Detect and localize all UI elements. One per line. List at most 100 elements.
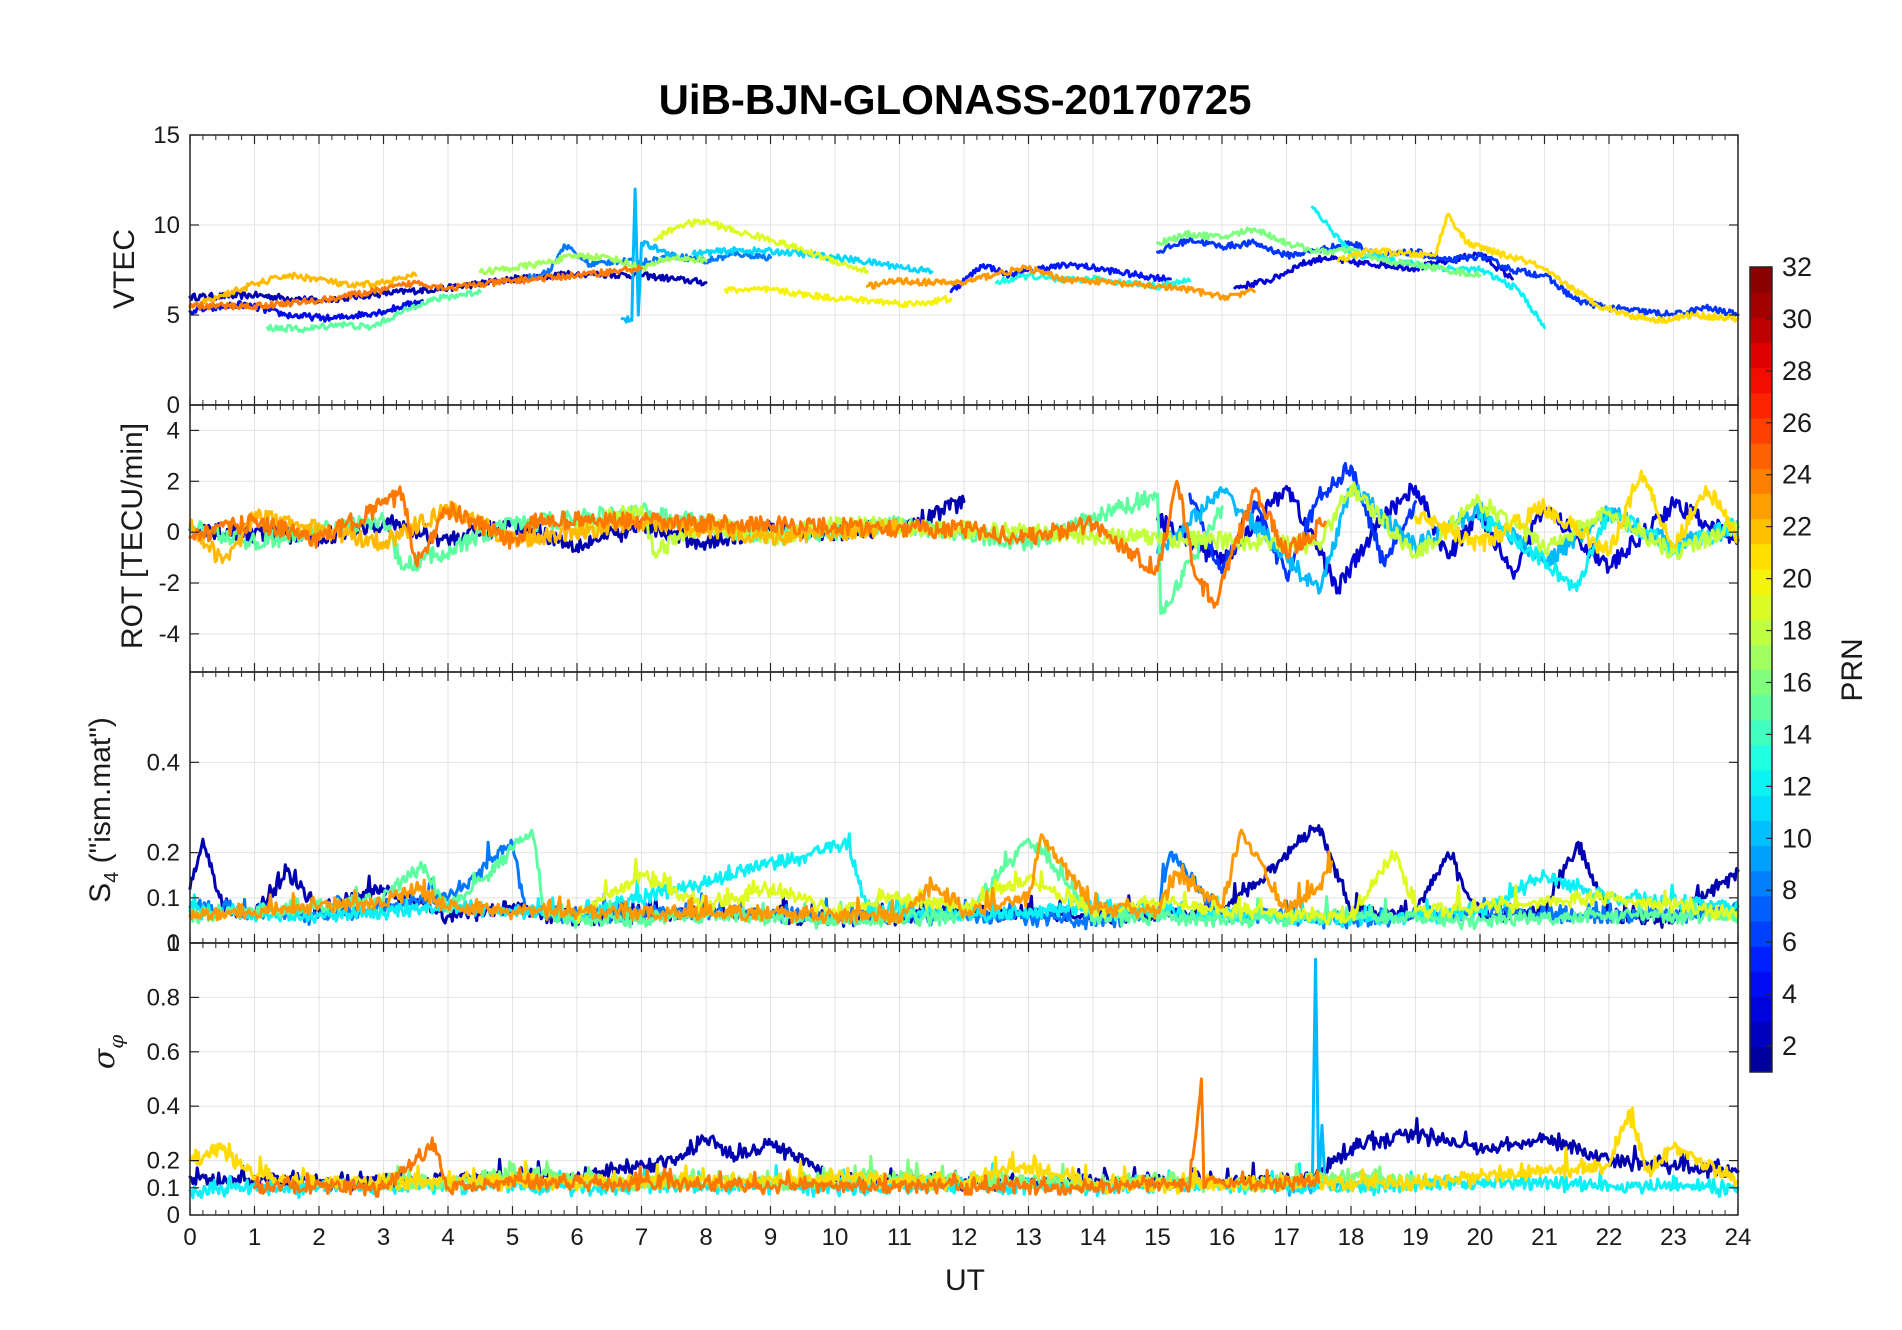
colorbar-cell <box>1750 770 1772 796</box>
colorbar-tick-label: 6 <box>1782 927 1797 957</box>
colorbar-label: PRN <box>1836 638 1869 701</box>
xtick-label: 6 <box>570 1224 583 1251</box>
series-group-rot <box>188 462 1740 615</box>
colorbar-cell <box>1750 845 1772 872</box>
colorbar-cell <box>1750 417 1772 444</box>
colorbar-cell <box>1750 518 1772 545</box>
xtick-label: 17 <box>1273 1224 1300 1251</box>
series-line-vtec-prn-4 <box>188 299 424 323</box>
colorbar-frame <box>1749 266 1773 1073</box>
colorbar-cell <box>1750 694 1772 721</box>
colorbar-cell <box>1750 392 1772 419</box>
colorbar-cell <box>1750 946 1772 972</box>
series-line-vtec-prn-19 <box>652 218 869 275</box>
xtick-label: 8 <box>699 1224 712 1251</box>
colorbar-cell <box>1750 795 1772 821</box>
xtick-label: 18 <box>1338 1224 1365 1251</box>
colorbar-cell <box>1750 719 1772 746</box>
ylabel-s4: S4 ("ism.mat") <box>84 717 123 903</box>
ylabel-s4-main: S <box>84 883 117 903</box>
chart-title: UiB-BJN-GLONASS-20170725 <box>659 76 1252 123</box>
colorbar-cell <box>1750 443 1772 469</box>
series-line-vtec-prn-15 <box>265 288 482 334</box>
ytick-label-rot: -2 <box>159 570 180 597</box>
xtick-label: 2 <box>312 1224 325 1251</box>
xtick-label: 23 <box>1660 1224 1687 1251</box>
ylabel-rot: ROT [TECU/min] <box>116 423 149 649</box>
colorbar-cell <box>1750 468 1772 494</box>
series-line-vtec-prn-5 <box>949 261 1172 294</box>
colorbar-cell <box>1750 870 1772 897</box>
series-line-vtec-prn-6 <box>1156 235 1740 320</box>
colorbar-cell <box>1750 317 1772 343</box>
colorbar-cell <box>1750 820 1772 847</box>
xtick-label: 16 <box>1209 1224 1236 1251</box>
colorbar-tick-label: 26 <box>1782 408 1812 438</box>
colorbar-cell <box>1750 895 1772 922</box>
colorbar-tick-label: 14 <box>1782 719 1812 749</box>
ytick-label-sigma: 0.2 <box>147 1148 180 1175</box>
series-line-vtec-prn-22 <box>188 271 418 310</box>
colorbar-cell <box>1750 367 1772 394</box>
ylabel-s4-sub: 4 <box>101 872 123 883</box>
xtick-label: 3 <box>377 1224 390 1251</box>
colorbar-tick-label: 32 <box>1782 252 1812 282</box>
series-line-rot-prn-24 <box>188 479 1327 609</box>
xtick-label: 21 <box>1531 1224 1558 1251</box>
colorbar-cell <box>1750 342 1772 369</box>
series-group-sigma <box>188 957 1740 1200</box>
ytick-label-rot: 0 <box>167 519 180 546</box>
colorbar-tick-label: 16 <box>1782 667 1812 697</box>
xtick-label: 19 <box>1402 1224 1429 1251</box>
xtick-label: 10 <box>822 1224 849 1251</box>
series-line-vtec-prn-16 <box>1156 226 1482 278</box>
colorbar-tick-label: 30 <box>1782 304 1812 334</box>
xtick-label: 1 <box>248 1224 261 1251</box>
ticks-sigma: 00.10.20.40.60.81 <box>147 930 1739 1229</box>
colorbar-cell <box>1750 1046 1772 1073</box>
series-line-rot-prn-22 <box>188 500 901 565</box>
ytick-label-rot: 2 <box>167 468 180 495</box>
colorbar-tick-label: 12 <box>1782 771 1812 801</box>
series-line-s4-prn-23 <box>188 828 1334 926</box>
x-axis-label: UT <box>945 1264 985 1297</box>
colorbar-cell <box>1750 1021 1772 1048</box>
ytick-label-s4: 0 <box>167 930 180 957</box>
colorbar-cell <box>1750 267 1772 293</box>
colorbar-cell <box>1750 594 1772 620</box>
ylabel-sigma-main: σ <box>87 1047 122 1069</box>
colorbar-tick-label: 22 <box>1782 512 1812 542</box>
colorbar-cell <box>1750 543 1772 570</box>
colorbar-cell <box>1750 921 1772 947</box>
ytick-label-sigma: 0.6 <box>147 1039 180 1066</box>
ticks-rot: -4 -2 0 2 4 <box>159 405 1739 672</box>
colorbar-cell <box>1750 568 1772 595</box>
ytick-label-sigma: 0.4 <box>147 1093 180 1120</box>
ytick-label-s4: 0.4 <box>147 749 180 776</box>
xtick-label: 5 <box>506 1224 519 1251</box>
colorbar-tick-label: 20 <box>1782 564 1812 594</box>
xtick-label: 20 <box>1467 1224 1494 1251</box>
xtick-label: 4 <box>441 1224 454 1251</box>
xtick-label: 13 <box>1015 1224 1042 1251</box>
ylabel-sigma-sub: φ <box>104 1035 128 1049</box>
series-group-s4 <box>188 824 1740 931</box>
series-line-vtec-prn-17 <box>478 252 708 276</box>
series-line-vtec-prn-23 <box>865 264 1256 302</box>
x-tick-labels: 0 1 2 3 4 5 6 7 8 9 10 11 12 13 14 15 16 17 18 19 20 21 22 23 24 <box>183 1224 1751 1251</box>
panel-sigma: 00.10.20.40.60.81 σφ <box>87 930 1740 1229</box>
ytick-label-vtec: 5 <box>167 302 180 329</box>
ylabel-vtec: VTEC <box>108 229 141 309</box>
series-line-vtec-prn-10 <box>620 187 682 324</box>
ytick-label-s4: 0.2 <box>147 840 180 867</box>
colorbar-tick-label: 18 <box>1782 616 1812 646</box>
colorbar-tick-label: 24 <box>1782 460 1812 490</box>
ytick-label-rot: -4 <box>159 621 180 648</box>
colorbar-cell <box>1750 619 1772 645</box>
colorbar-cell <box>1750 744 1772 771</box>
colorbar-cell <box>1750 996 1772 1023</box>
xtick-label: 14 <box>1080 1224 1107 1251</box>
